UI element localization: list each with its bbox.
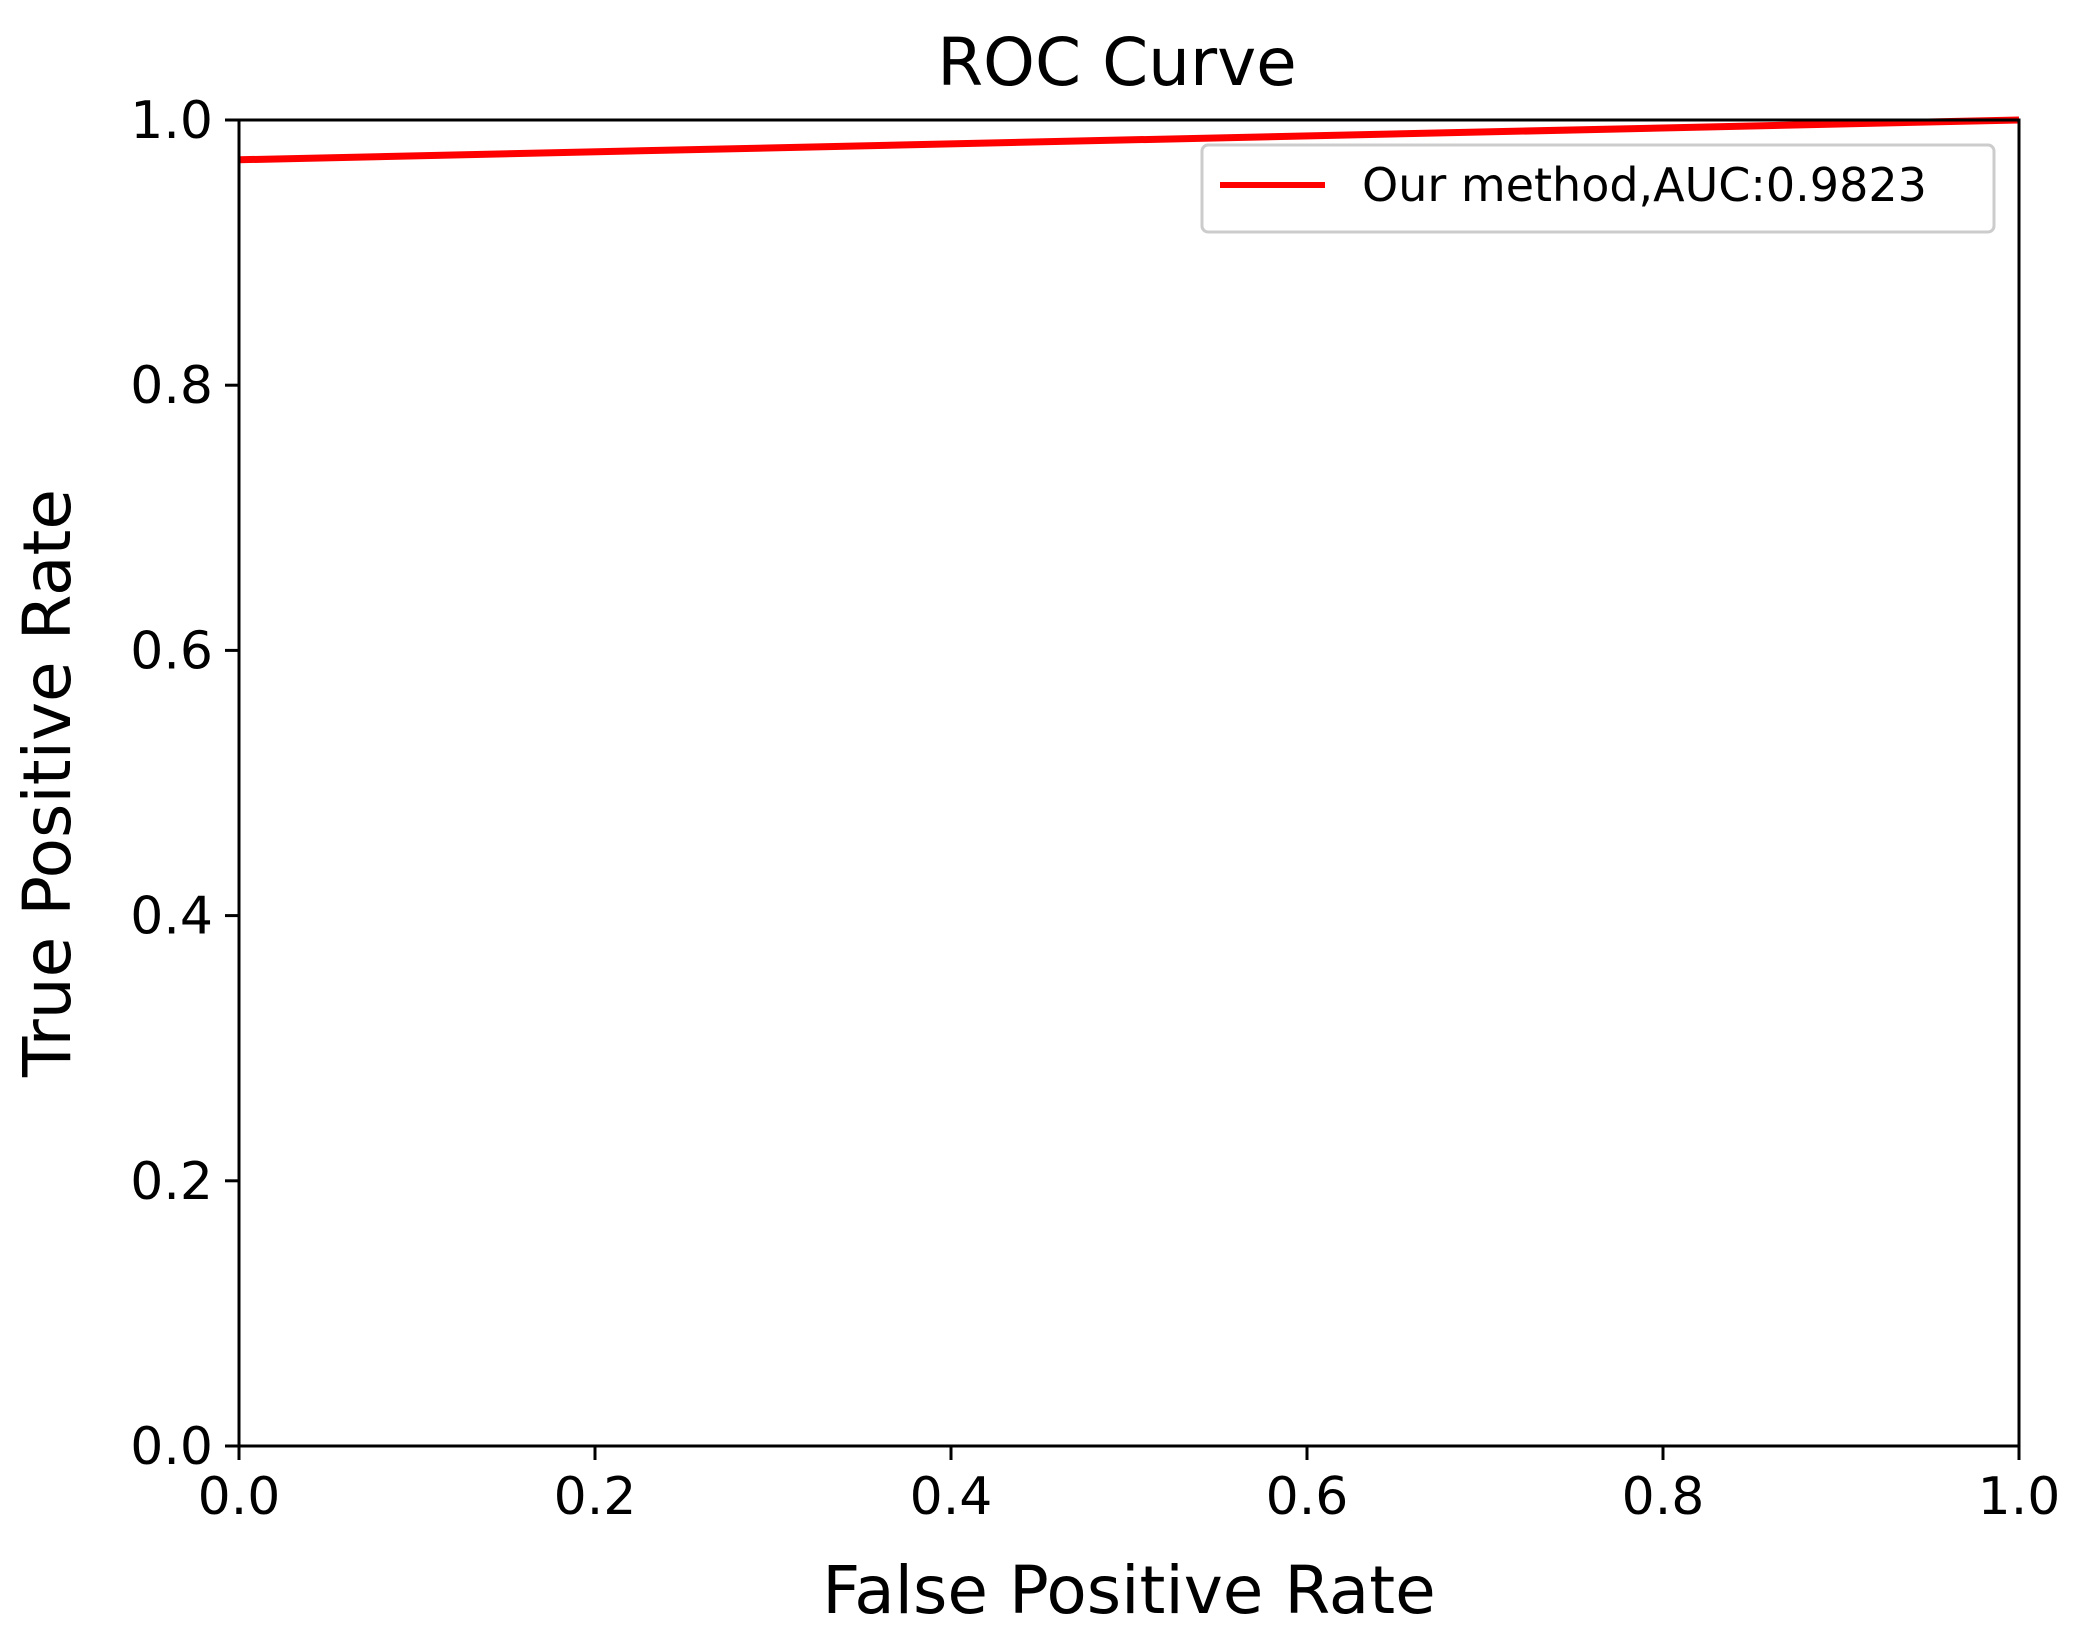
y-axis: 0.0 0.2 0.4 0.6 0.8 1.0 xyxy=(130,91,239,1477)
y-tick-label: 0.4 xyxy=(130,887,213,947)
y-tick-label: 0.2 xyxy=(130,1152,213,1212)
y-tick-label: 0.6 xyxy=(130,621,213,681)
x-axis: 0.0 0.2 0.4 0.6 0.8 1.0 xyxy=(198,1446,2061,1527)
x-tick-label: 0.6 xyxy=(1266,1467,1349,1527)
series-layer xyxy=(238,116,2020,164)
x-tick-label: 0.8 xyxy=(1622,1467,1705,1527)
y-tick-label: 0.0 xyxy=(130,1417,213,1477)
x-tick-label: 0.0 xyxy=(198,1467,281,1527)
x-tick-label: 0.4 xyxy=(910,1467,993,1527)
series-line-0 xyxy=(238,116,2020,164)
y-tick-label: 1.0 xyxy=(130,91,213,151)
x-tick-label: 0.2 xyxy=(554,1467,637,1527)
y-tick-label: 0.8 xyxy=(130,356,213,416)
x-axis-title: False Positive Rate xyxy=(822,1552,1435,1629)
x-tick-label: 1.0 xyxy=(1978,1467,2061,1527)
legend-box xyxy=(1200,143,1996,234)
plot-frame xyxy=(237,118,2021,1448)
legend-label: Our method,AUC:0.9823 xyxy=(1362,158,1927,212)
y-axis-title: True Positive Rate xyxy=(9,489,86,1078)
chart-title: ROC Curve xyxy=(937,24,1297,101)
legend: Our method,AUC:0.9823 xyxy=(1200,143,1996,234)
